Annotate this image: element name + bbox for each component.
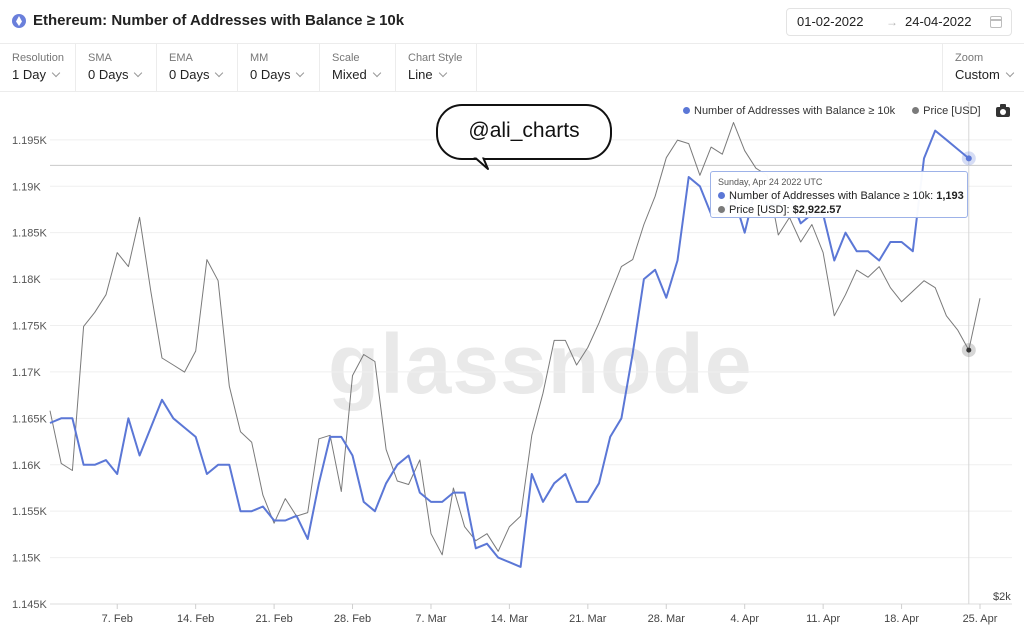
x-tick-label: 21. Mar [569, 613, 607, 625]
ema-select[interactable]: EMA 0 Days [157, 44, 238, 91]
chart-style-select[interactable]: Chart Style Line [396, 44, 477, 91]
scale-select[interactable]: Scale Mixed [320, 44, 396, 91]
sma-label: SMA [88, 52, 112, 64]
series-line-price-tail [968, 298, 981, 351]
tooltip-row-addresses: Number of Addresses with Balance ≥ 10k: … [718, 189, 964, 203]
tooltip-value-price: $2,922.57 [792, 204, 842, 216]
mm-label: MM [250, 52, 269, 64]
chevron-down-icon [134, 68, 143, 78]
mm-select[interactable]: MM 0 Days [238, 44, 320, 91]
y-tick-label: 1.195K [12, 135, 48, 147]
legend-label-addresses: Number of Addresses with Balance ≥ 10k [694, 105, 896, 117]
x-tick-label: 28. Mar [648, 613, 686, 625]
scale-label: Scale [332, 52, 360, 64]
x-tick-label: 14. Feb [177, 613, 214, 625]
zoom-value[interactable]: Custom [955, 67, 1015, 82]
date-range-picker[interactable]: 01-02-2022 → 24-04-2022 [786, 8, 1012, 36]
y-tick-label: 1.145K [12, 599, 48, 611]
chevron-down-icon [296, 68, 305, 78]
arrow-right-icon: → [886, 15, 898, 29]
tooltip-dot-addresses [718, 192, 725, 199]
date-from-input[interactable]: 01-02-2022 [797, 14, 864, 29]
chart-canvas[interactable]: 1.145K 1.15K 1.155K 1.16K 1.165K 1.17K 1.175K 1… [0, 92, 1024, 633]
annotation-text: @ali_charts [468, 119, 580, 142]
x-tick-label: 18. Apr [884, 613, 919, 625]
legend-item-price[interactable]: Price [USD] [912, 105, 981, 117]
sma-value[interactable]: 0 Days [88, 67, 143, 82]
x-tick-label: 7. Feb [102, 613, 133, 625]
x-tick-label: 7. Mar [415, 613, 447, 625]
chevron-down-icon [1005, 68, 1015, 78]
y-tick-label: 1.18K [12, 274, 41, 286]
x-tick-label: 28. Feb [334, 613, 371, 625]
zoom-select[interactable]: Zoom Custom [942, 44, 1024, 91]
hover-point-addresses[interactable] [965, 155, 972, 162]
chart-tooltip: Sunday, Apr 24 2022 UTC Number of Addres… [710, 171, 968, 218]
y-tick-label: 1.19K [12, 181, 41, 193]
mm-value[interactable]: 0 Days [250, 67, 305, 82]
scale-value[interactable]: Mixed [332, 67, 381, 82]
date-to-input[interactable]: 24-04-2022 [905, 14, 972, 29]
x-tick-label: 4. Apr [730, 613, 759, 625]
x-tick-label: 11. Apr [806, 613, 840, 625]
x-tick-label: 21. Feb [255, 613, 292, 625]
legend-item-addresses[interactable]: Number of Addresses with Balance ≥ 10k [683, 105, 895, 117]
chart-style-label: Chart Style [408, 52, 463, 64]
tooltip-date: Sunday, Apr 24 2022 UTC [718, 177, 823, 187]
legend-dot-price [912, 107, 920, 114]
legend-dot-addresses [683, 107, 690, 114]
y-tick-label: 1.17K [12, 367, 41, 379]
y-tick-label: 1.15K [12, 553, 41, 565]
calendar-icon[interactable] [990, 16, 1002, 28]
chart-toolbar: Resolution 1 Day SMA 0 Days EMA 0 Days M… [0, 44, 1024, 92]
tooltip-label-price: Price [USD]: [729, 204, 793, 216]
chart-legend: Number of Addresses with Balance ≥ 10k P… [683, 105, 995, 117]
zoom-label: Zoom [955, 52, 984, 64]
y-tick-label: 1.16K [12, 460, 41, 472]
chevron-down-icon [215, 68, 224, 78]
chevron-down-icon [372, 68, 381, 78]
tooltip-value-addresses: 1,193 [936, 190, 964, 202]
resolution-value[interactable]: 1 Day [12, 67, 61, 82]
y-tick-label: 1.185K [12, 228, 48, 240]
series-line-price[interactable] [49, 122, 970, 556]
x-tick-label: 25. Apr [963, 613, 998, 625]
ema-label: EMA [169, 52, 193, 64]
chart-style-value[interactable]: Line [408, 67, 447, 82]
chevron-down-icon [438, 68, 447, 78]
annotation-bubble-tail [470, 155, 489, 170]
ema-value[interactable]: 0 Days [169, 67, 224, 82]
y2-axis-label: $2k [993, 591, 1011, 603]
y-tick-label: 1.175K [12, 321, 48, 333]
resolution-select[interactable]: Resolution 1 Day [0, 44, 76, 91]
tooltip-row-price: Price [USD]: $2,922.57 [718, 203, 960, 217]
tooltip-label-addresses: Number of Addresses with Balance ≥ 10k: [729, 190, 937, 202]
x-tick-label: 14. Mar [491, 613, 529, 625]
sma-select[interactable]: SMA 0 Days [76, 44, 157, 91]
tooltip-dot-price [718, 206, 725, 213]
ethereum-icon [12, 14, 26, 28]
y-tick-label: 1.155K [12, 506, 48, 518]
y-tick-label: 1.165K [12, 413, 48, 425]
page-title: Ethereum: Number of Addresses with Balan… [33, 12, 405, 29]
chevron-down-icon [51, 68, 61, 78]
legend-label-price: Price [USD] [923, 105, 981, 117]
camera-icon[interactable] [996, 104, 1010, 117]
resolution-label: Resolution [12, 52, 64, 64]
hover-point-price[interactable] [966, 347, 972, 353]
page-header: Ethereum: Number of Addresses with Balan… [0, 0, 1024, 44]
annotation-bubble: @ali_charts [436, 104, 612, 160]
